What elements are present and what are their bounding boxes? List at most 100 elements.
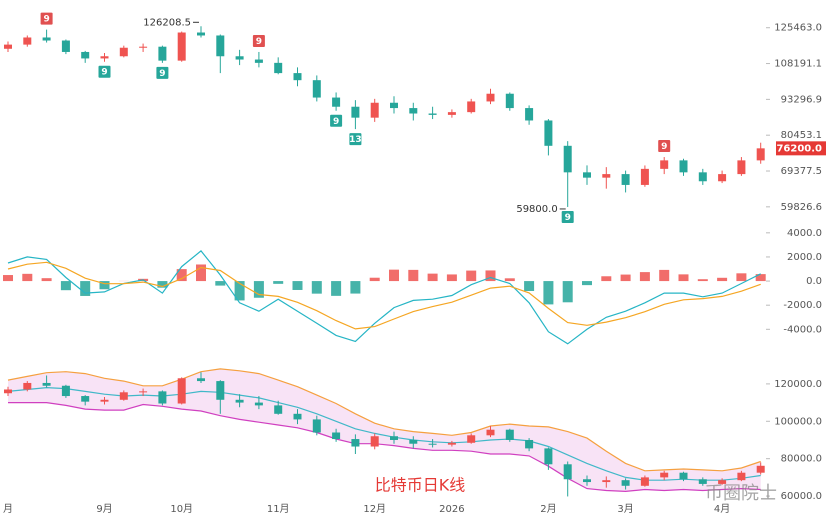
watermark: 币圈院士 [705,483,777,504]
x-tick-label: 2月 [540,503,556,515]
x-tick-label: 12月 [363,503,386,515]
macd-bar [678,274,689,282]
candle-body [370,102,379,118]
candle-body [177,378,186,404]
candle-body [274,405,283,414]
td-marker [658,140,671,153]
y-tick-label: 60000.0 [781,491,822,502]
y-tick-label: -4000.0 [783,324,822,335]
candle-body [119,392,128,400]
macd-bar [369,277,380,282]
candle-body [756,465,765,473]
y-tick-label: 69377.5 [781,166,822,177]
macd-bar [697,279,708,282]
candle-body [525,108,534,121]
macd-bar [22,273,33,282]
macd-bar [620,274,631,282]
candle-body [563,464,572,480]
macd-bar [234,281,245,301]
candle-body [544,120,553,146]
macd-bar [99,281,110,290]
macd-bar [543,281,554,305]
x-tick-label: 11月 [267,503,290,515]
candle-body [312,80,321,98]
candle-body [602,480,611,483]
candle-body [390,102,398,109]
last-price-label: 76200.0 [776,143,822,154]
macd-bar [639,272,650,282]
x-tick-label: 4月 [714,503,730,515]
candle-body [23,382,32,390]
candle-body [756,148,765,161]
candle-body [235,399,244,403]
caption: 比特币日K线 [375,476,466,495]
td-marker [330,114,343,127]
macd-bar [350,281,361,294]
candle-body [4,44,12,49]
candle-body [640,477,649,486]
macd-bar [717,277,728,282]
macd-bar [3,275,13,282]
td-marker-label: 9 [333,117,339,127]
candle-body [737,160,746,175]
td-marker [40,12,53,25]
candle-body [351,106,360,118]
candle-body [177,32,186,61]
x-tick-label: 2026 [439,504,464,515]
macd-bar [466,270,477,282]
macd-bar [524,281,535,291]
lower-band [8,402,761,493]
candle-body [61,40,70,52]
extreme-label: 126208.5 [143,17,191,28]
candle-body [583,172,591,178]
y-tick-label: 108191.1 [774,59,822,70]
candle-body [447,112,456,115]
td-marker [561,210,574,223]
y-tick-label: -2000.0 [783,300,822,311]
candle-body [583,479,591,483]
candle-body [293,73,302,81]
y-tick-label: 93296.9 [781,94,822,105]
candle-body [602,174,611,178]
candle-body [370,436,379,447]
candle-body [351,439,360,447]
candle-body [660,472,669,478]
candle-body [100,399,109,402]
y-tick-label: 0.0 [806,276,822,287]
macd-bar [562,281,573,303]
candle-body [679,160,688,173]
macd-bar [659,269,670,282]
candle-body [718,480,727,484]
td-marker-label: 9 [101,68,107,78]
td-marker [156,66,169,79]
candle-body [23,37,32,45]
candle-body [409,108,418,114]
candle-body [332,97,341,107]
candle-body [505,429,514,440]
candle-body [621,480,630,486]
candle-body [158,391,167,404]
candle-body [563,145,572,173]
td-marker-label: 9 [256,37,262,47]
upper-band [7,368,761,472]
candle-body [158,46,167,61]
td-marker [349,133,362,146]
candle-body [467,101,476,113]
candle-body [254,402,263,406]
x-tick-label: 3月 [617,503,633,515]
macd-bar [292,281,303,290]
candle-body [428,113,437,115]
macd-bar [446,274,457,282]
td-marker-label: 9 [565,213,571,223]
y-tick-label: 4000.0 [787,228,822,239]
candle-body [679,472,688,480]
candle-body [660,160,669,169]
macd-bar [41,278,52,282]
td-marker [98,65,111,78]
candle-body [293,413,302,420]
macd-bar [331,281,342,296]
x-tick-label: 月 [3,503,13,515]
candle-body [409,439,418,444]
y-tick-label: 100000.0 [774,416,822,427]
